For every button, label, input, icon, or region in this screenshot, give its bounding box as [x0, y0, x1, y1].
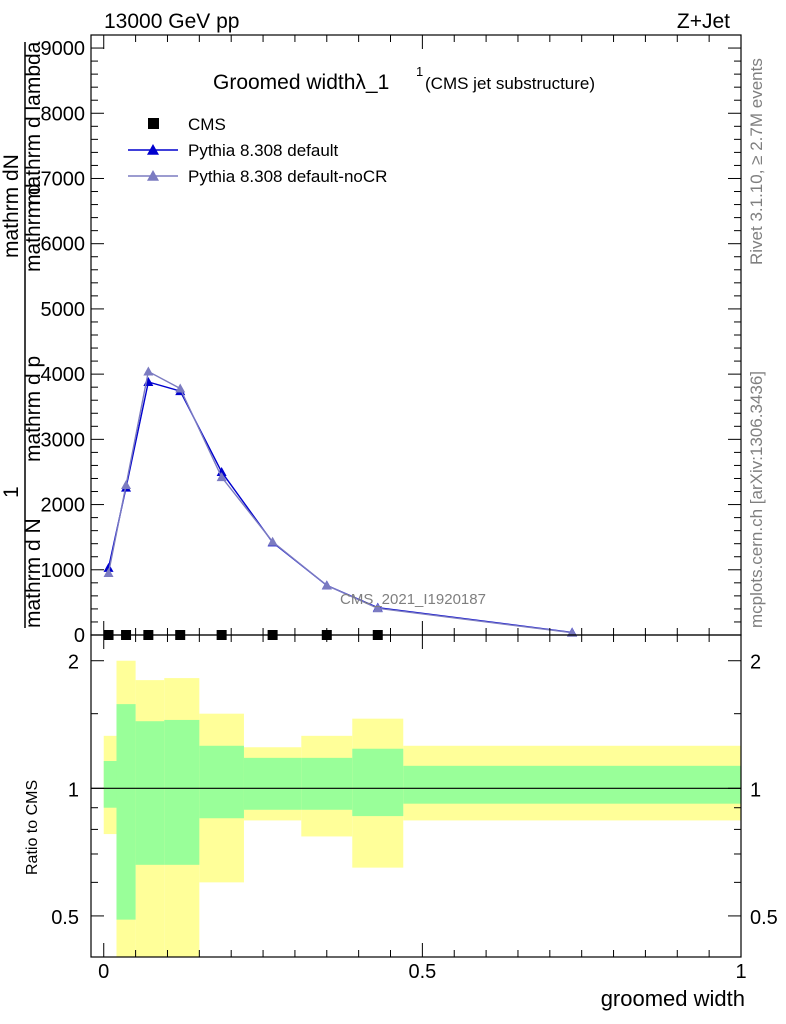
series-pythia-default-nocr [103, 366, 578, 637]
energy-label: 13000 GeV pp [104, 10, 239, 33]
ylabel-part-5: mathrm d [22, 183, 45, 272]
data-point [267, 536, 278, 546]
main-ytick-label: 9000 [41, 38, 86, 60]
process-label: Z+Jet [677, 10, 730, 33]
legend: CMS Pythia 8.308 default Pythia 8.308 defa… [128, 115, 387, 186]
ratio-ytick-label-left: 1 [68, 779, 79, 801]
main-ytick-label: 1000 [41, 560, 86, 582]
inner-band-bin [164, 719, 200, 865]
ratio-ytick-label-right: 0.5 [750, 907, 778, 929]
main-title-superscript: 1 [416, 64, 423, 79]
y-axis-label: 1 mathrm d N mathrm d p mathrm dN mathrm… [0, 41, 45, 628]
main-subtitle: (CMS jet substructure) [425, 74, 595, 93]
legend-marker [148, 118, 159, 129]
xtick-label: 0.5 [408, 961, 436, 983]
ratio-uncertainty-bands [103, 660, 741, 957]
inner-band-bin [199, 745, 244, 819]
inner-band-bin [403, 765, 741, 804]
legend-marker [147, 144, 159, 155]
xtick-label: 0 [98, 961, 109, 983]
legend-label: Pythia 8.308 default-noCR [188, 167, 387, 186]
legend-label: Pythia 8.308 default [188, 141, 339, 160]
data-point [216, 466, 227, 476]
main-ytick-label: 0 [74, 625, 85, 647]
inner-band-bin [135, 721, 165, 865]
x-axis-label: groomed width [601, 986, 745, 1011]
ratio-ylabel: Ratio to CMS [24, 780, 41, 875]
main-ytick-label: 6000 [41, 234, 86, 256]
data-point [372, 603, 383, 613]
data-point [103, 568, 114, 578]
data-point [103, 562, 114, 572]
inner-band-bin [301, 757, 353, 810]
mcplots-label: mcplots.cern.ch [arXiv:1306.3436] [747, 371, 766, 628]
main-title: Groomed widthλ_1 [213, 71, 389, 94]
main-ytick-label: 8000 [41, 103, 86, 125]
legend-label: CMS [188, 115, 226, 134]
ylabel-part-1: 1 [0, 486, 23, 498]
ratio-ytick-label-right: 2 [750, 652, 761, 674]
inner-band-bin [103, 761, 117, 808]
ratio-ytick-label-left: 2 [68, 652, 79, 674]
xtick-label: 1 [735, 961, 746, 983]
inner-band-bin [352, 748, 404, 817]
ylabel-part-4: mathrm dN [0, 154, 23, 258]
legend-marker [147, 170, 159, 181]
data-point [321, 580, 332, 590]
ratio-ytick-label-left: 0.5 [51, 907, 79, 929]
ratio-ytick-label-right: 1 [750, 779, 761, 801]
rivet-version-label: Rivet 3.1.10, ≥ 2.7M events [747, 58, 766, 265]
data-point [143, 366, 154, 376]
ylabel-part-3: mathrm d p [22, 356, 45, 462]
main-ytick-label: 3000 [41, 429, 86, 451]
main-ytick-label: 2000 [41, 495, 86, 517]
data-point [121, 480, 132, 489]
inner-band-bin [116, 704, 136, 920]
main-ytick-label: 5000 [41, 299, 86, 321]
main-panel: 0 1000 2000 3000 4000 5000 6000 7000 8000 9000 Gr… [0, 34, 742, 647]
main-ytick-label: 4000 [41, 364, 86, 386]
ratio-panel: 0.5 0.5 1 1 2 2 0 0.5 1 Ratio to CMS groomed wid… [24, 634, 778, 1011]
main-ytick-label: 7000 [41, 168, 86, 190]
ratio-frame [90, 634, 742, 958]
data-point [175, 383, 186, 393]
data-point [216, 472, 227, 482]
ylabel-part-6: mathrm d lambda [22, 41, 45, 205]
data-point [143, 376, 154, 386]
ylabel-part-2: mathrm d N [22, 518, 45, 628]
inner-band-bin [243, 757, 302, 810]
analysis-watermark: CMS_2021_I1920187 [340, 591, 486, 608]
